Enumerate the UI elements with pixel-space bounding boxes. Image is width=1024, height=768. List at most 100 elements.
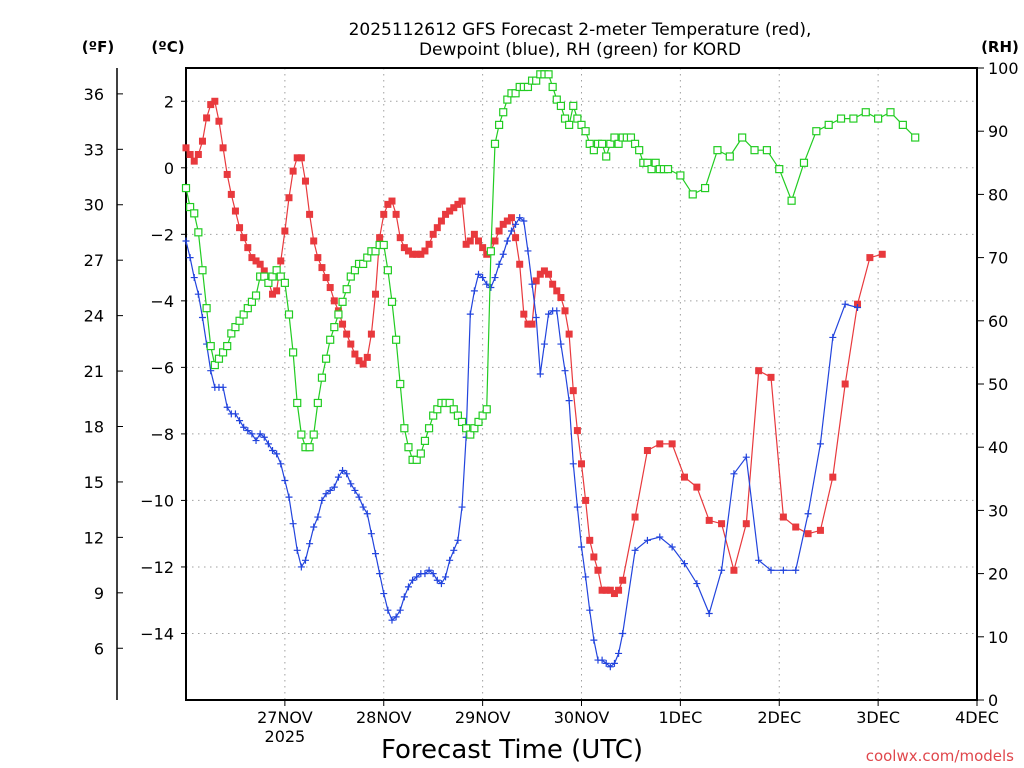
dewpoint-point: [219, 383, 227, 391]
dewpoint-point: [301, 556, 309, 564]
dewpoint-point: [598, 656, 606, 664]
dewpoint-point: [240, 423, 248, 431]
temperature-point: [705, 516, 713, 524]
fahrenheit-axis-unit: (ºF): [82, 38, 114, 56]
rh-point: [321, 354, 331, 363]
rh-tick-label: 80: [988, 185, 1008, 204]
rh-point: [532, 76, 541, 85]
temperature-point: [549, 280, 557, 288]
temperature-point: [442, 210, 450, 218]
rh-tick-label: 100: [988, 59, 1019, 78]
dewpoint-point: [433, 576, 441, 584]
dewpoint-point: [339, 466, 347, 474]
temperature-point: [483, 250, 491, 258]
rh-point: [824, 120, 833, 129]
temperature-point: [479, 244, 487, 252]
temperature-point: [829, 473, 837, 481]
dewpoint-point: [281, 476, 289, 484]
celsius-tick-label: 2: [164, 92, 174, 111]
temperature-point: [767, 373, 775, 381]
rh-point: [251, 291, 261, 300]
x-tick-label: 4DEC: [955, 708, 999, 727]
temperature-point: [404, 247, 412, 255]
dewpoint-point: [409, 576, 417, 584]
temperature-point: [359, 360, 367, 368]
temperature-point: [322, 274, 330, 282]
rh-point: [210, 360, 219, 370]
temperature-point: [207, 101, 215, 109]
dewpoint-point: [841, 300, 849, 308]
dewpoint-point: [322, 490, 330, 498]
rh-tick-label: 0: [988, 691, 998, 710]
temperature-point: [656, 440, 664, 448]
rh-point: [511, 89, 520, 98]
dewpoint-point: [619, 629, 627, 637]
dewpoint-point: [466, 310, 474, 318]
temperature-point: [582, 496, 590, 504]
dewpoint-point: [615, 649, 623, 657]
temperature-point: [742, 520, 750, 528]
temperature-point: [355, 357, 363, 365]
rh-point: [449, 405, 458, 414]
temperature-point: [643, 447, 651, 455]
dewpoint-point: [446, 556, 454, 564]
rh-point: [227, 329, 236, 338]
dewpoint-point: [602, 659, 610, 667]
dewpoint-point: [306, 540, 314, 548]
celsius-tick-label: −14: [140, 624, 174, 643]
rh-point: [577, 120, 586, 129]
rh-point: [548, 82, 557, 92]
rh-point: [812, 127, 821, 136]
rh-point: [581, 127, 590, 136]
dewpoint-point: [293, 546, 301, 554]
temperature-point: [458, 197, 466, 205]
temperature-point: [569, 387, 577, 395]
dewpoint-point: [198, 313, 206, 321]
temperature-point: [816, 526, 824, 534]
dewpoint-point: [532, 313, 540, 321]
rh-point: [750, 146, 759, 155]
rh-point: [676, 171, 685, 180]
dewpoint-point: [680, 560, 688, 568]
temperature-point: [194, 150, 202, 158]
temperature-point: [598, 586, 606, 594]
dewpoint-point: [285, 493, 293, 501]
dewpoint-point: [256, 430, 264, 438]
dewpoint-point: [396, 606, 404, 614]
rh-point: [342, 285, 351, 294]
temperature-point: [540, 267, 548, 275]
rh-point: [280, 278, 289, 287]
temperature-point: [680, 473, 688, 481]
rh-point: [457, 417, 467, 427]
temperature-point: [281, 227, 289, 235]
dewpoint-point: [454, 536, 462, 544]
temperature-point: [446, 207, 454, 215]
rh-point: [206, 341, 215, 351]
rh-point: [610, 133, 619, 142]
rh-point: [836, 114, 846, 123]
rh-point: [462, 424, 471, 433]
rh-point: [420, 436, 430, 445]
rh-point: [849, 114, 858, 123]
credit-link[interactable]: coolwx.com/models: [866, 747, 1014, 765]
celsius-tick-label: −8: [150, 425, 174, 444]
temperature-point: [610, 590, 618, 598]
rh-point: [186, 202, 195, 212]
rh-point: [663, 165, 673, 174]
temperature-point: [219, 144, 227, 152]
rh-point: [523, 82, 533, 92]
dewpoint-point: [392, 613, 400, 621]
series-rh: [181, 70, 920, 464]
temperature-point: [409, 250, 417, 258]
temperature-point: [792, 523, 800, 531]
x-tick-label: 30NOV: [554, 708, 610, 727]
rh-point: [606, 139, 615, 148]
rh-point: [309, 430, 318, 439]
rh-point: [350, 266, 360, 275]
rh-point: [643, 158, 652, 167]
temperature-point: [372, 290, 380, 298]
x-tick-label: 3DEC: [856, 708, 900, 727]
temperature-point: [668, 440, 676, 448]
dewpoint-point: [742, 453, 750, 461]
dewpoint-point: [223, 403, 231, 411]
